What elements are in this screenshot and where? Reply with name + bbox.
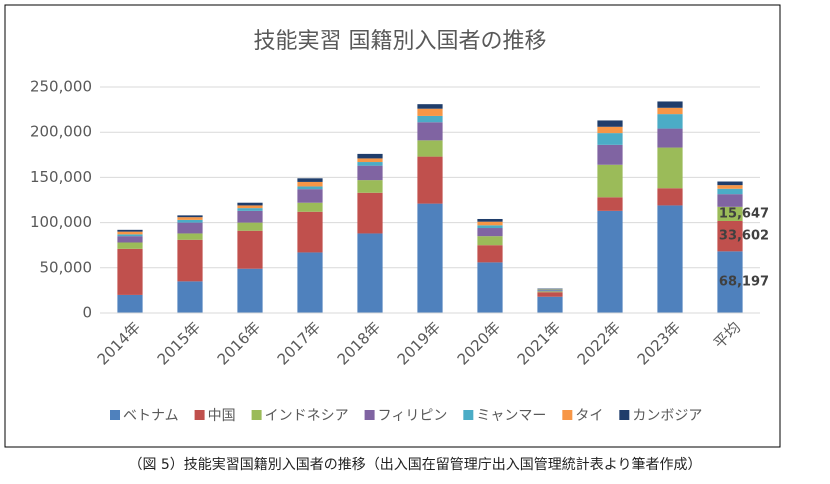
bar-segment [417,140,442,156]
legend-label: カンボジア [632,408,702,424]
legend-swatch [252,410,262,420]
legend-swatch [110,410,120,420]
bar-segment [657,148,682,189]
bar-segment [117,234,142,236]
value-label: 15,647 [719,206,769,221]
bar-segment [537,292,562,297]
y-tick-label: 100,000 [30,213,92,231]
y-tick-label: 200,000 [30,123,92,141]
bar-segment [357,154,382,159]
legend-swatch [562,410,572,420]
bar-segment [717,182,742,186]
y-tick-label: 250,000 [30,78,92,96]
legend-label: インドネシア [265,408,349,424]
bar-segment [657,108,682,114]
bar-segment [657,205,682,313]
bar-segment [177,281,202,313]
y-tick-label: 150,000 [30,168,92,186]
legend-swatch [463,410,473,420]
bar-segment [357,193,382,234]
bar-segment [117,236,142,242]
legend-label: ベトナム [123,408,179,424]
bar-segment [297,178,322,182]
bar-segment [357,158,382,162]
chart-title: 技能実習 国籍別入国者の推移 [254,29,547,54]
value-label: 33,602 [719,229,769,244]
bar-segment [417,104,442,109]
bar-segment [237,223,262,231]
bar-segment [357,180,382,193]
bar-segment [357,162,382,166]
y-tick-label: 0 [82,304,92,322]
legend-label: フィリピン [378,408,448,424]
bar-segment [657,114,682,128]
bar-segment [597,127,622,133]
bar-segment [597,165,622,198]
bar-segment [297,182,322,187]
bar-segment [177,223,202,234]
bar-segment [177,220,202,223]
bar-segment [477,222,502,226]
bar-segment [417,109,442,116]
bar-segment [297,189,322,203]
bar-segment [297,203,322,212]
bar-segment [117,232,142,235]
legend-swatch [365,410,375,420]
bar-segment [237,211,262,223]
legend-label: ミャンマー [476,408,546,424]
bar-segment [297,252,322,313]
bar-segment [537,289,562,290]
bar-segment [717,185,742,189]
bar-segment [177,217,202,220]
bar-segment [177,240,202,282]
bar-segment [177,215,202,217]
bar-segment [477,225,502,228]
bar-segment [297,212,322,253]
y-tick-label: 50,000 [40,258,93,276]
bar-segment [717,194,742,207]
bar-segment [537,297,562,313]
bar-segment [237,205,262,208]
bar-segment [657,129,682,148]
caption: （図 5）技能実習国籍別入国者の推移（出入国在留管理庁出入国管理統計表より筆者作… [128,456,701,473]
bar-segment [477,219,502,222]
legend-swatch [195,410,205,420]
bar-segment [537,290,562,291]
bar-segment [417,116,442,122]
bar-segment [597,133,622,145]
bar-segment [237,203,262,206]
bar-segment [477,245,502,262]
bar-segment [357,166,382,180]
bar-segment [417,122,442,140]
bar-segment [597,211,622,313]
legend-label: 中国 [208,408,236,424]
legend-swatch [619,410,629,420]
value-label: 68,197 [719,275,769,290]
bar-segment [597,197,622,211]
bar-segment [477,262,502,313]
bar-segment [117,230,142,232]
bar-segment [477,236,502,245]
bar-segment [597,145,622,165]
bar-segment [117,295,142,313]
bar-segment [717,189,742,194]
legend-label: タイ [575,408,603,424]
bar-segment [477,228,502,236]
bar-segment [597,120,622,126]
bar-segment [297,186,322,189]
bar-segment [417,157,442,204]
bar-segment [537,291,562,292]
bar-segment [237,231,262,269]
bar-segment [177,233,202,239]
bar-segment [117,242,142,248]
bar-segment [237,208,262,211]
bar-segment [237,269,262,313]
bar-segment [657,188,682,205]
bar-segment [417,204,442,313]
bar-segment [357,233,382,313]
bar-segment [657,101,682,107]
bar-segment [117,249,142,295]
